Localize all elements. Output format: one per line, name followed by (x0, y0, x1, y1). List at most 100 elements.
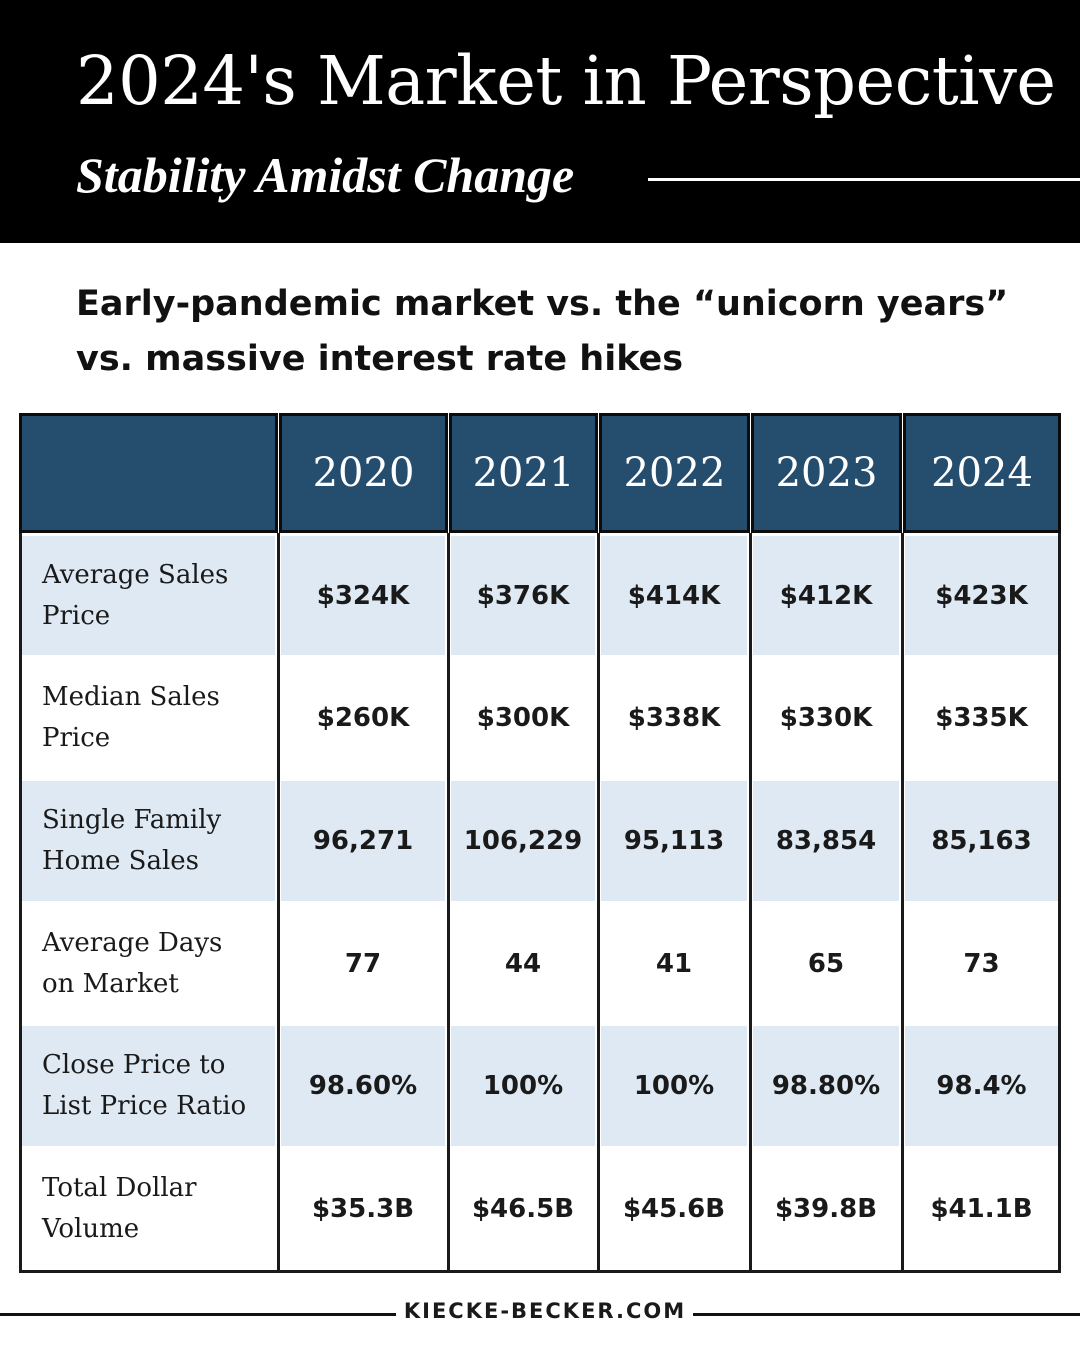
row-label: Median Sales Price (22, 658, 275, 778)
cell-value: $324K (316, 580, 410, 611)
row-label-line: Home Sales (42, 846, 199, 876)
table-cell: 77 (281, 904, 445, 1023)
row-label-line: Volume (42, 1213, 140, 1244)
cell-value: $41.1B (930, 1193, 1033, 1224)
row-label-line: Median Sales (42, 682, 220, 712)
cell-value: 98.4% (936, 1071, 1027, 1101)
cell-value: 100% (482, 1071, 564, 1101)
table-cell: 100% (601, 1026, 747, 1146)
cell-value: 95,113 (623, 826, 725, 856)
table-column-divider (1058, 533, 1061, 1273)
intro-line-2: vs. massive interest rate hikes (76, 339, 684, 379)
cell-value: $45.6B (622, 1193, 726, 1224)
table-column-divider (901, 533, 904, 1273)
table-header-corner (19, 413, 278, 533)
table-column-divider (277, 533, 280, 1273)
table-cell: 65 (753, 904, 899, 1023)
cell-value: $330K (779, 703, 873, 733)
row-label-line: List Price Ratio (42, 1091, 247, 1121)
table-cell: 44 (451, 904, 595, 1023)
cell-value: $300K (476, 703, 570, 733)
cell-value: $39.8B (774, 1193, 878, 1224)
row-label-text: Average Days on Market (42, 923, 222, 1005)
row-label-line: Price (42, 723, 111, 753)
table-cell: 85,163 (905, 781, 1058, 901)
column-header-2023: 2023 (751, 413, 902, 533)
table-cell: 98.4% (905, 1026, 1058, 1146)
cell-value: 65 (807, 948, 845, 979)
table-cell: $46.5B (451, 1149, 595, 1268)
row-label-text: Close Price to List Price Ratio (42, 1045, 246, 1127)
footer-website: KIECKE-BECKER.COM (403, 1299, 687, 1323)
intro-line-1: Early-pandemic market vs. the “unicorn y… (76, 284, 1009, 324)
table-column-divider (597, 533, 600, 1273)
table-cell: 100% (451, 1026, 595, 1146)
column-header-2021: 2021 (449, 413, 598, 533)
cell-value: 73 (963, 948, 1000, 979)
table-column-divider (447, 533, 450, 1273)
table-column-divider (749, 533, 752, 1273)
table-cell: 106,229 (451, 781, 595, 901)
table-cell: $330K (753, 658, 899, 778)
row-label-text: Single Family Home Sales (42, 800, 221, 882)
row-label-text: Average Sales Price (42, 555, 228, 637)
cell-value: 98.80% (771, 1071, 881, 1101)
column-header-label: 2021 (472, 450, 575, 496)
row-label-line: Average Sales (42, 559, 229, 590)
cell-value: 41 (655, 948, 693, 979)
row-label: Average Days on Market (22, 904, 275, 1023)
page-subtitle: Stability Amidst Change (76, 147, 575, 203)
table-cell: $39.8B (753, 1149, 899, 1268)
cell-value: 44 (504, 948, 542, 979)
table-cell: $335K (905, 658, 1058, 778)
cell-value: $412K (779, 580, 873, 611)
column-header-label: 2023 (775, 450, 878, 496)
footer-divider-right (693, 1313, 1080, 1316)
table-cell: 96,271 (281, 781, 445, 901)
cell-value: 83,854 (775, 826, 877, 856)
table-cell: 95,113 (601, 781, 747, 901)
column-header-2022: 2022 (599, 413, 750, 533)
row-label-line: Total Dollar (42, 1172, 197, 1203)
table-cell: $324K (281, 536, 445, 655)
column-header-2024: 2024 (903, 413, 1061, 533)
table-cell: 98.60% (281, 1026, 445, 1146)
market-stats-table: 2020 2021 2022 2023 2024 Average Sales Price $3… (19, 413, 1061, 1273)
header-banner: 2024's Market in Perspective Stability A… (0, 0, 1080, 243)
page-title: 2024's Market in Perspective (76, 42, 1056, 120)
row-label-line: Price (42, 600, 111, 631)
column-header-label: 2020 (312, 450, 415, 496)
table-cell: 73 (905, 904, 1058, 1023)
cell-value: 77 (344, 948, 382, 979)
table-cell: $338K (601, 658, 747, 778)
row-label-text: Total Dollar Volume (42, 1168, 197, 1250)
row-label-text: Median Sales Price (42, 677, 220, 759)
cell-value: 85,163 (931, 826, 1032, 856)
column-header-2020: 2020 (279, 413, 448, 533)
table-column-divider (19, 533, 22, 1273)
column-header-label: 2024 (931, 450, 1033, 496)
table-cell: $300K (451, 658, 595, 778)
cell-value: 100% (633, 1071, 715, 1101)
row-label-line: Close Price to (42, 1050, 226, 1080)
row-label: Average Sales Price (22, 536, 275, 655)
cell-value: $423K (935, 580, 1028, 611)
table-cell: 41 (601, 904, 747, 1023)
intro-text: Early-pandemic market vs. the “unicorn y… (76, 277, 1036, 387)
table-cell: 83,854 (753, 781, 899, 901)
row-label-line: Single Family (42, 805, 222, 835)
table-cell: $41.1B (905, 1149, 1058, 1268)
cell-value: $338K (627, 703, 721, 733)
table-cell: $35.3B (281, 1149, 445, 1268)
row-label-line: Average Days (42, 927, 223, 958)
table-cell: 98.80% (753, 1026, 899, 1146)
cell-value: $335K (935, 703, 1028, 733)
cell-value: $376K (476, 580, 570, 611)
cell-value: 96,271 (312, 826, 414, 856)
row-label: Total Dollar Volume (22, 1149, 275, 1268)
table-cell: $260K (281, 658, 445, 778)
table-cell: $412K (753, 536, 899, 655)
table-cell: $376K (451, 536, 595, 655)
row-label: Close Price to List Price Ratio (22, 1026, 275, 1146)
cell-value: $414K (627, 580, 721, 611)
